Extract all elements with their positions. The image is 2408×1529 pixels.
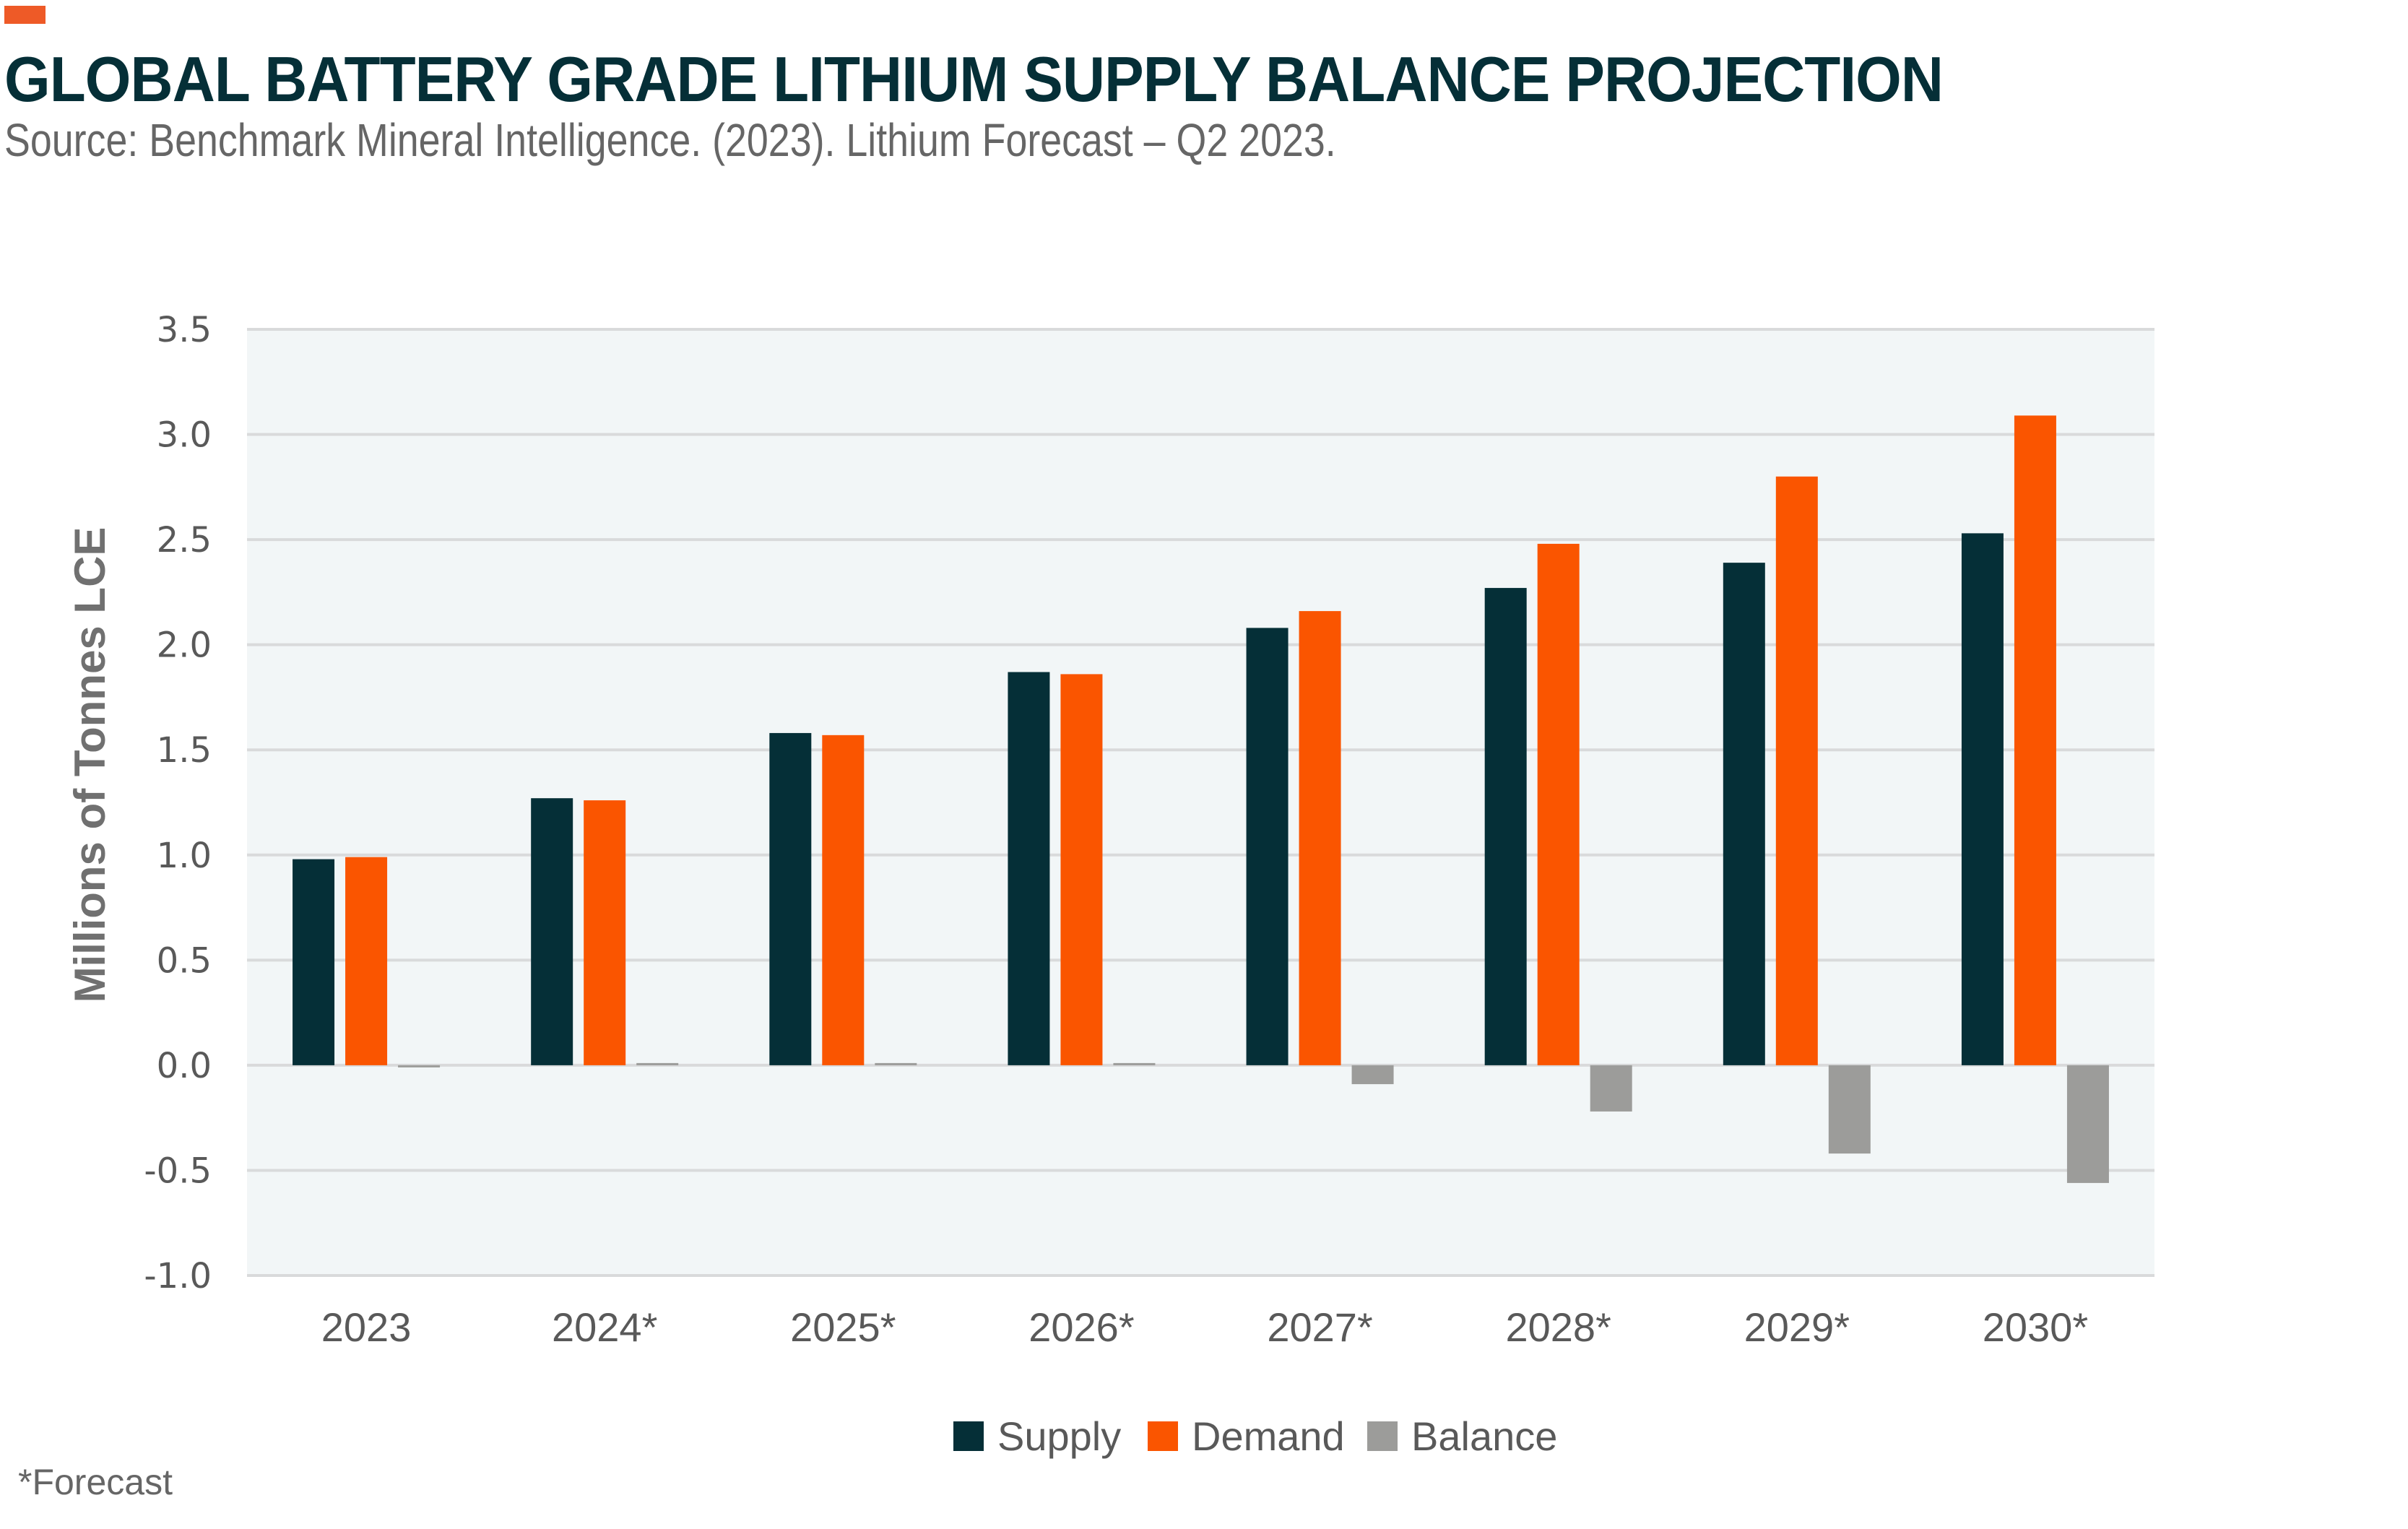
bar-supply-2030: [1961, 533, 2004, 1065]
x-axis-ticks: 2023 2024* 2025* 2026* 2027* 2028* 2029* 2030*: [321, 1304, 2088, 1350]
y-tick-label: 2.0: [157, 625, 212, 666]
legend-label: Demand: [1192, 1413, 1345, 1459]
bar-demand-2027: [1299, 611, 1341, 1065]
x-tick-label: 2025*: [790, 1304, 896, 1350]
x-tick-label: 2030*: [1983, 1304, 2088, 1350]
bar-supply-2027: [1246, 628, 1289, 1065]
x-tick-label: 2029*: [1744, 1304, 1850, 1350]
bar-demand-2024: [584, 800, 626, 1065]
bar-demand-2023: [345, 857, 388, 1065]
x-tick-label: 2028*: [1506, 1304, 1611, 1350]
y-tick-label: 0.5: [157, 940, 212, 981]
legend-item-demand: Demand: [1148, 1413, 1345, 1459]
bar-supply-2026: [1008, 672, 1050, 1065]
legend-swatch: [1148, 1421, 1178, 1451]
y-tick-label: 3.5: [157, 310, 212, 350]
accent-bar: [4, 6, 46, 24]
bar-balance-2030: [2066, 1065, 2109, 1183]
y-tick-label: 1.0: [157, 836, 212, 876]
x-tick-label: 2027*: [1267, 1304, 1372, 1350]
legend-item-supply: Supply: [953, 1413, 1121, 1459]
legend-label: Balance: [1411, 1413, 1557, 1459]
x-tick-label: 2024*: [552, 1304, 657, 1350]
bars: [293, 415, 2109, 1183]
bar-balance-2027: [1351, 1065, 1394, 1085]
bar-balance-2024: [636, 1062, 679, 1065]
bar-demand-2028: [1537, 543, 1580, 1065]
bar-supply-2028: [1484, 588, 1527, 1065]
bar-balance-2029: [1828, 1065, 1871, 1154]
legend: Supply Demand Balance: [953, 1413, 1557, 1459]
bar-balance-2025: [875, 1062, 917, 1065]
bar-supply-2023: [293, 859, 335, 1065]
bar-supply-2024: [531, 798, 573, 1065]
bar-balance-2023: [398, 1065, 441, 1067]
legend-label: Supply: [997, 1413, 1121, 1459]
y-tick-label: 2.5: [157, 520, 212, 560]
bar-demand-2025: [822, 735, 865, 1065]
bar-balance-2026: [1113, 1062, 1156, 1065]
bar-demand-2026: [1060, 674, 1103, 1065]
y-tick-label: -0.5: [144, 1151, 212, 1191]
y-tick-label: -1.0: [144, 1256, 212, 1296]
chart-title: GLOBAL BATTERY GRADE LITHIUM SUPPLY BALA…: [4, 43, 1944, 115]
bar-supply-2025: [769, 732, 812, 1065]
y-axis-ticks: 3.5 3.0 2.5 2.0 1.5 1.0 0.5 0.0 -0.5 -1.0: [144, 310, 212, 1296]
legend-swatch: [953, 1421, 984, 1451]
y-axis-title: Millions of Tonnes LCE: [66, 527, 114, 1003]
y-tick-label: 1.5: [157, 730, 212, 771]
bar-balance-2028: [1590, 1065, 1632, 1112]
y-tick-label: 0.0: [157, 1046, 212, 1086]
y-tick-label: 3.0: [157, 415, 212, 456]
x-tick-label: 2023: [321, 1304, 412, 1350]
legend-item-balance: Balance: [1367, 1413, 1557, 1459]
bar-demand-2030: [2014, 415, 2056, 1065]
legend-swatch: [1367, 1421, 1398, 1451]
chart-source: Source: Benchmark Mineral Intelligence. …: [4, 114, 1336, 166]
bar-demand-2029: [1775, 476, 1818, 1065]
footnote: *Forecast: [18, 1462, 173, 1502]
bar-supply-2029: [1723, 563, 1765, 1065]
x-tick-label: 2026*: [1028, 1304, 1134, 1350]
